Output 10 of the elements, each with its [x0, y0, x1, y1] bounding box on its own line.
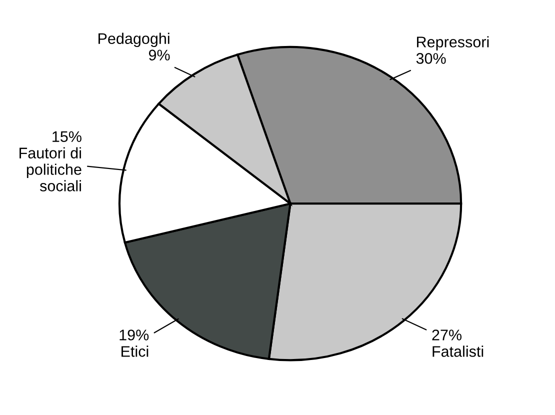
data-label: 15% — [52, 131, 82, 142]
data-label: 30% — [416, 53, 446, 64]
slice-label: Fatalisti — [432, 346, 484, 357]
slice-label: Fautori di politiche sociali — [20, 147, 82, 192]
slice-label: Pedagoghi — [98, 32, 170, 48]
slice-label: Repressori — [417, 36, 489, 50]
data-label: 9% — [148, 50, 170, 60]
slice-label: Etici — [122, 346, 148, 357]
data-label: 19% — [120, 330, 149, 340]
data-label: 27% — [432, 330, 462, 340]
